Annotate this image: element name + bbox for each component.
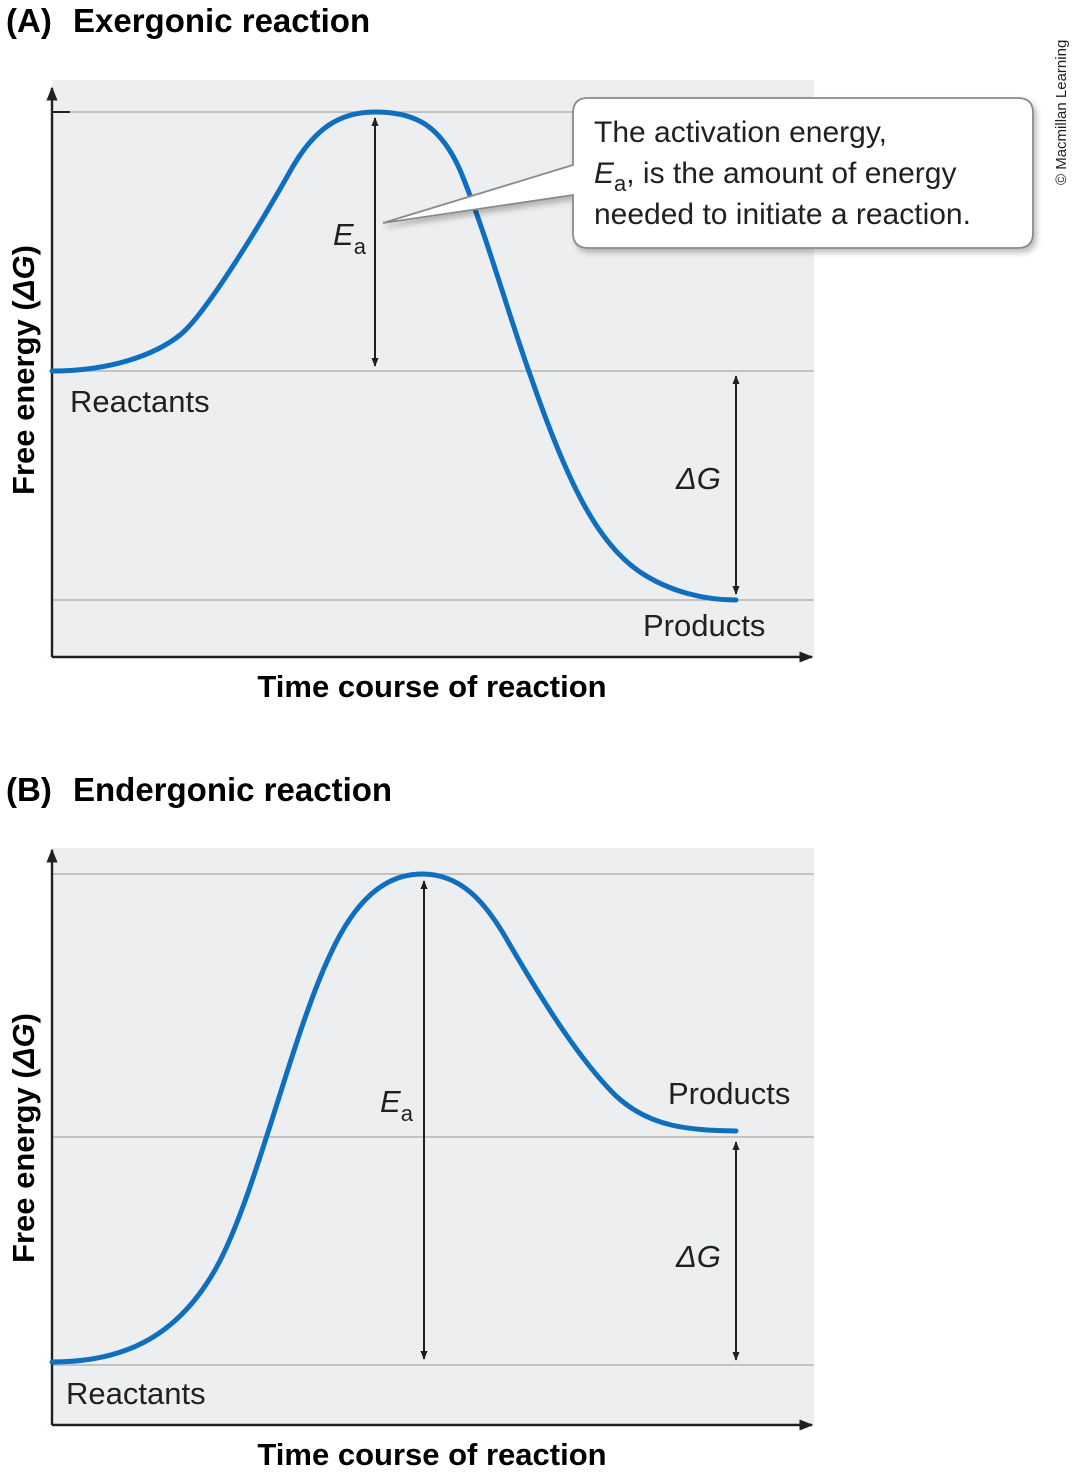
panel-a-y-axis-title: Free energy (ΔG) xyxy=(6,245,41,495)
panel-b-energy-curve xyxy=(49,871,739,1365)
panel-a-energy-curve xyxy=(49,109,739,603)
panel-b-reactants-label: Reactants xyxy=(66,1376,206,1411)
panel-a-reactants-label: Reactants xyxy=(70,384,210,419)
panel-b: (B) Endergonic reaction Ea ΔG Reactants … xyxy=(6,771,814,1472)
panel-a-products-label: Products xyxy=(643,608,765,643)
panel-b-title: Endergonic reaction xyxy=(73,771,392,808)
panel-a-dg-label: ΔG xyxy=(675,461,721,496)
callout-line-2: Ea, is the amount of energy xyxy=(594,157,956,196)
panel-a-callout xyxy=(382,97,1034,249)
callout-line-1: The activation energy, xyxy=(594,116,887,149)
panel-b-x-axis-title: Time course of reaction xyxy=(257,1437,606,1472)
panel-b-products-label: Products xyxy=(668,1076,790,1111)
panel-a-title: Exergonic reaction xyxy=(73,2,370,39)
panel-b-y-axis-title: Free energy (ΔG) xyxy=(6,1013,41,1263)
panel-b-dg-label: ΔG xyxy=(675,1239,721,1274)
panel-a-letter: (A) xyxy=(6,2,52,39)
copyright-credit: © Macmillan Learning xyxy=(1053,40,1070,185)
panel-a-x-axis-title: Time course of reaction xyxy=(257,669,606,704)
panel-a-ea-label: Ea xyxy=(333,217,367,259)
callout-bubble xyxy=(382,97,1034,249)
panel-b-letter: (B) xyxy=(6,771,52,808)
panel-b-ea-label: Ea xyxy=(380,1084,414,1126)
callout-line-3: needed to initiate a reaction. xyxy=(594,198,971,231)
panel-a: (A) Exergonic reaction Ea ΔG Reactants P… xyxy=(6,2,1034,704)
